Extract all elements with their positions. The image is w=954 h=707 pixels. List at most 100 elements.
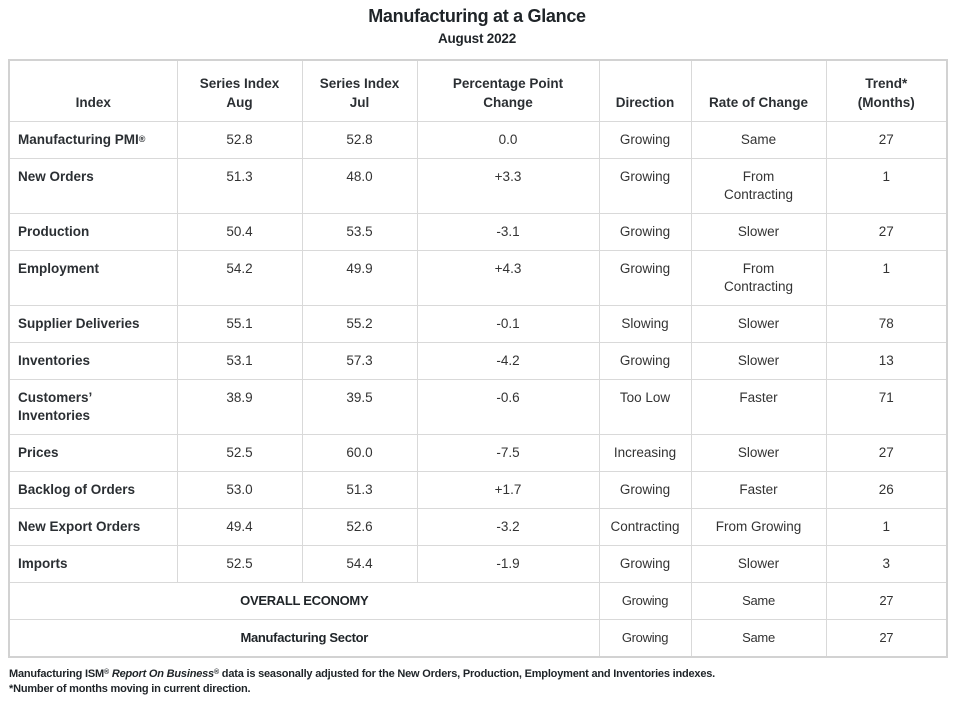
index-label-cell: Employment [8,249,178,306]
header-series-index-aug: Series Index Aug [176,59,303,122]
aug-value-cell: 53.0 [176,470,303,509]
trend-value-cell: 78 [825,304,948,343]
aug-value-cell: 53.1 [176,341,303,380]
index-label: Employment [18,260,100,276]
aug-value-cell: 52.8 [176,120,303,159]
change-value-cell: -3.1 [416,212,600,251]
direction-value-cell: Contracting [598,507,692,546]
header-index: Index [8,59,178,122]
table-row: Production 50.4 53.5 -3.1 Growing Slower 27 [8,212,948,251]
index-label-cell: Customers’ Inventories [8,378,178,435]
jul-value-cell: 39.5 [301,378,418,435]
jul-value-cell: 52.8 [301,120,418,159]
change-value-cell: +4.3 [416,249,600,306]
index-label: Backlog of Orders [18,481,136,497]
summary-row: OVERALL ECONOMY Growing Same 27 [8,581,948,620]
jul-value-cell: 49.9 [301,249,418,306]
trend-value-cell: 26 [825,470,948,509]
change-value-cell: +1.7 [416,470,600,509]
jul-value-cell: 57.3 [301,341,418,380]
table-header: Index Series Index Aug Series Index Jul … [8,59,948,122]
direction-value-cell: Growing [598,249,692,306]
table-row: Manufacturing PMI® 52.8 52.8 0.0 Growing Same… [8,120,948,159]
direction-value-cell: Growing [598,470,692,509]
index-label-cell: Supplier Deliveries [8,304,178,343]
trend-value-cell: 13 [825,341,948,380]
direction-value-cell: Increasing [598,433,692,472]
rate-value-cell: Same [690,618,827,657]
index-label-cell: New Export Orders [8,507,178,546]
direction-value-cell: Growing [598,581,692,620]
direction-value-cell: Too Low [598,378,692,435]
index-label: Imports [18,555,68,571]
index-label: Inventories [18,352,91,368]
rate-value-cell: From Contracting [690,157,827,214]
rate-value-cell: Slower [690,341,827,380]
header-series-index-jul: Series Index Jul [301,59,418,122]
direction-value-cell: Growing [598,341,692,380]
summary-row: Manufacturing Sector Growing Same 27 [8,618,948,657]
jul-value-cell: 55.2 [301,304,418,343]
index-label: Prices [18,444,59,460]
change-value-cell: -1.9 [416,544,600,583]
table-row: New Export Orders 49.4 52.6 -3.2 Contracting… [8,507,948,546]
rate-value-cell: Slower [690,304,827,343]
aug-value-cell: 50.4 [176,212,303,251]
jul-value-cell: 52.6 [301,507,418,546]
direction-value-cell: Growing [598,212,692,251]
registered-mark: ® [104,668,109,676]
direction-value-cell: Growing [598,157,692,214]
table-row: Backlog of Orders 53.0 51.3 +1.7 Growing Fast… [8,470,948,509]
header-percentage-point-change: Percentage Point Change [416,59,600,122]
header-row: Index Series Index Aug Series Index Jul … [8,59,948,122]
page-subtitle: August 2022 [437,31,517,46]
change-value-cell: +3.3 [416,157,600,214]
footnotes: Manufacturing ISM® Report On Business® d… [9,667,954,698]
index-label-cell: Inventories [8,341,178,380]
index-label-cell: Imports [8,544,178,583]
manufacturing-at-a-glance-table: Index Series Index Aug Series Index Jul … [8,59,948,658]
rate-value-cell: Slower [690,544,827,583]
rate-value-cell: Same [690,120,827,159]
change-value-cell: -0.1 [416,304,600,343]
page-title: Manufacturing at a Glance [368,6,586,26]
table-row: New Orders 51.3 48.0 +3.3 Growing From Contra… [8,157,948,214]
trend-value-cell: 27 [825,581,948,620]
aug-value-cell: 52.5 [176,544,303,583]
trend-value-cell: 27 [825,120,948,159]
footnote-adjustment: Manufacturing ISM® Report On Business® d… [9,667,954,683]
change-value-cell: -7.5 [416,433,600,472]
table-row: Prices 52.5 60.0 -7.5 Increasing Slower 27 [8,433,948,472]
change-value-cell: -4.2 [416,341,600,380]
direction-value-cell: Growing [598,618,692,657]
trend-value-cell: 1 [825,157,948,214]
report-on-business-title: Report On Business [108,667,214,680]
rate-value-cell: From Growing [690,507,827,546]
table-row: Supplier Deliveries 55.1 55.2 -0.1 Slowing Sl… [8,304,948,343]
aug-value-cell: 51.3 [176,157,303,214]
jul-value-cell: 51.3 [301,470,418,509]
table-row: Employment 54.2 49.9 +4.3 Growing From Contra… [8,249,948,306]
direction-value-cell: Slowing [598,304,692,343]
change-value-cell: -0.6 [416,378,600,435]
index-label: New Orders [18,168,94,184]
table-row: Imports 52.5 54.4 -1.9 Growing Slower 3 [8,544,948,583]
footnote-text: data is seasonally adjusted for the New … [218,667,716,680]
footnote-trend: *Number of months moving in current dire… [9,683,251,695]
aug-value-cell: 49.4 [176,507,303,546]
rate-value-cell: Slower [690,212,827,251]
aug-value-cell: 55.1 [176,304,303,343]
jul-value-cell: 48.0 [301,157,418,214]
trend-value-cell: 1 [825,507,948,546]
index-label-cell: New Orders [8,157,178,214]
aug-value-cell: 54.2 [176,249,303,306]
change-value-cell: -3.2 [416,507,600,546]
jul-value-cell: 54.4 [301,544,418,583]
rate-value-cell: Same [690,581,827,620]
index-label: Customers’ Inventories [18,389,93,423]
index-label: Manufacturing PMI [18,131,139,147]
table-row: Inventories 53.1 57.3 -4.2 Growing Slower 13 [8,341,948,380]
trend-value-cell: 1 [825,249,948,306]
index-label: Production [18,223,90,239]
summary-label-cell: Manufacturing Sector [8,618,600,657]
